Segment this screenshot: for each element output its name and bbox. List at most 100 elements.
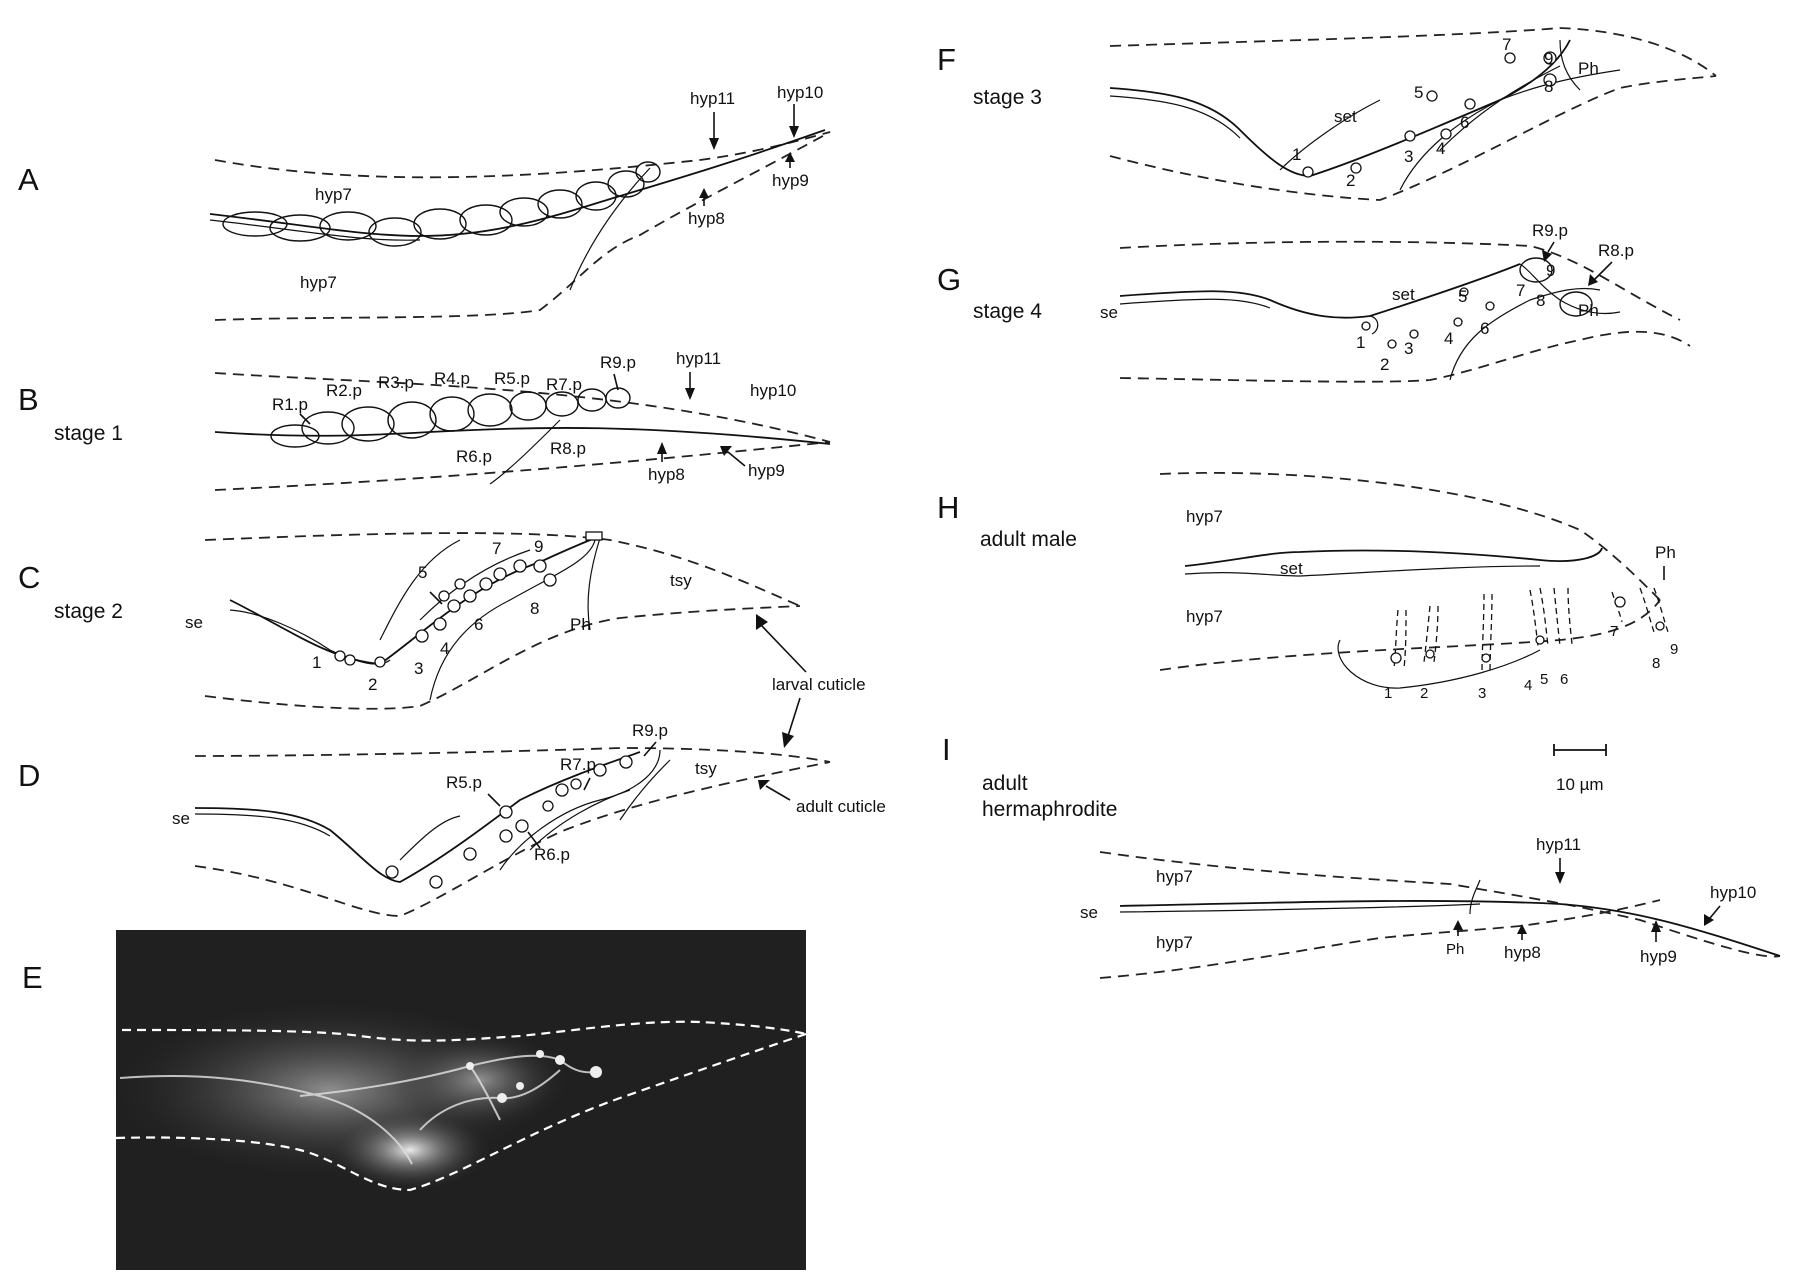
- stage-label-i-line1: adult: [982, 772, 1028, 795]
- panel-letter-a: A: [18, 162, 39, 197]
- number-3-g: 3: [1404, 339, 1413, 358]
- number-8-h: 8: [1652, 655, 1660, 672]
- label-r8p-g: R8.p: [1598, 241, 1634, 260]
- number-1-c: 1: [312, 653, 321, 672]
- label-se-d: se: [172, 809, 190, 828]
- panel-letter-b: B: [18, 382, 39, 417]
- label-ph-g: Ph: [1578, 301, 1599, 320]
- arrows-i: [1453, 858, 1721, 942]
- panel-letter-c: C: [18, 560, 40, 595]
- arrows-a: [699, 104, 799, 206]
- number-5-c: 5: [418, 563, 427, 582]
- label-hyp9-b: hyp9: [748, 461, 785, 480]
- label-r6p-d: R6.p: [534, 845, 570, 864]
- number-5-h: 5: [1540, 671, 1548, 688]
- label-r4p: R4.p: [434, 369, 470, 388]
- label-hyp7-bottom-h: hyp7: [1186, 607, 1223, 626]
- number-2-h: 2: [1420, 685, 1428, 702]
- label-r9p-d: R9.p: [632, 721, 668, 740]
- panel-h: H adult male hyp7 hyp7 set: [937, 472, 1678, 702]
- number-2-f: 2: [1346, 171, 1355, 190]
- number-9-g: 9: [1546, 261, 1555, 280]
- label-ph-i: Ph: [1446, 941, 1464, 958]
- number-6-h: 6: [1560, 671, 1568, 688]
- label-hyp8-b: hyp8: [648, 465, 685, 484]
- arrows-c: [429, 591, 807, 748]
- label-hyp7-bottom-i: hyp7: [1156, 933, 1193, 952]
- number-2-c: 2: [368, 675, 377, 694]
- label-hyp11-i: hyp11: [1536, 835, 1581, 854]
- panel-e: E: [22, 930, 807, 1270]
- number-6-f: 6: [1460, 113, 1469, 132]
- cell-dots-f: [1302, 51, 1557, 178]
- label-tsy-d: tsy: [695, 759, 717, 778]
- label-hyp7-bottom-a: hyp7: [300, 273, 337, 292]
- scale-bar-label: 10 µm: [1556, 775, 1604, 794]
- panel-letter-d: D: [18, 758, 40, 793]
- number-5-f: 5: [1414, 83, 1423, 102]
- label-hyp7-top-h: hyp7: [1186, 507, 1223, 526]
- number-8-c: 8: [530, 599, 539, 618]
- label-ph-c: Ph: [570, 615, 591, 634]
- number-9-h: 9: [1670, 641, 1678, 658]
- number-9-c: 9: [534, 537, 543, 556]
- label-r7p-d: R7.p: [560, 755, 596, 774]
- label-adult-cuticle: adult cuticle: [796, 797, 886, 816]
- label-hyp9-a: hyp9: [772, 171, 809, 190]
- panel-a: A hyp7 hyp7 hyp11 hyp10 hyp9 hyp8: [18, 83, 831, 321]
- panel-d: D se R5.p R7.p R9.p R6.p tsy adult cutic…: [18, 721, 886, 917]
- number-9-f: 9: [1544, 49, 1553, 68]
- label-hyp10-b: hyp10: [750, 381, 796, 400]
- panel-c: C stage 2 se 1 2 3 4 5 6 7 8 9 Ph tsy: [18, 531, 866, 748]
- arrows-d: [487, 741, 791, 849]
- cell-dots-c: [334, 531, 603, 668]
- stage-label-g: stage 4: [973, 300, 1042, 323]
- number-8-f: 8: [1544, 77, 1553, 96]
- label-set-h: set: [1280, 559, 1303, 578]
- number-6-c: 6: [474, 615, 483, 634]
- cell-dots-g: [1361, 287, 1495, 349]
- panel-b: B stage 1 R1.p R2.p R3.p R4.p R5.p R7.p …: [18, 349, 831, 491]
- rays-h: [1393, 587, 1669, 673]
- label-ph-f: Ph: [1578, 59, 1599, 78]
- stage-label-c: stage 2: [54, 600, 123, 623]
- label-tsy-c: tsy: [670, 571, 692, 590]
- label-hyp8-i: hyp8: [1504, 943, 1541, 962]
- number-4-c: 4: [440, 639, 449, 658]
- number-1-g: 1: [1356, 333, 1365, 352]
- label-r5p-d: R5.p: [446, 773, 482, 792]
- cell-dots-d: [385, 755, 633, 889]
- label-se-g: se: [1100, 303, 1118, 322]
- panel-letter-e: E: [22, 960, 43, 995]
- pn-cell-cluster-b: [270, 387, 631, 448]
- stage-label-h: adult male: [980, 528, 1077, 551]
- label-hyp9-i: hyp9: [1640, 947, 1677, 966]
- panel-letter-f: F: [937, 42, 956, 77]
- stage-label-b: stage 1: [54, 422, 123, 445]
- ray-dots-h: [1390, 596, 1665, 664]
- stage-label-f: stage 3: [973, 86, 1042, 109]
- number-7-c: 7: [492, 539, 501, 558]
- label-hyp11-b: hyp11: [676, 349, 721, 368]
- label-hyp8-a: hyp8: [688, 209, 725, 228]
- label-r3p: R3.p: [378, 373, 414, 392]
- number-8-g: 8: [1536, 291, 1545, 310]
- number-7-h: 7: [1610, 623, 1618, 640]
- number-1-h: 1: [1384, 685, 1392, 702]
- label-set-f: set: [1334, 107, 1357, 126]
- label-larval-cuticle: larval cuticle: [772, 675, 866, 694]
- panel-f: F stage 3 1 2 3 4 5 6 7 8 9 set Ph: [937, 27, 1717, 201]
- label-r1p: R1.p: [272, 395, 308, 414]
- arrows-g: [1542, 241, 1613, 286]
- number-4-f: 4: [1436, 139, 1445, 158]
- label-r2p: R2.p: [326, 381, 362, 400]
- label-r9p: R9.p: [600, 353, 636, 372]
- number-3-c: 3: [414, 659, 423, 678]
- stage-label-i-line2: hermaphrodite: [982, 798, 1117, 821]
- scale-bar: 10 µm: [1553, 744, 1607, 794]
- number-4-g: 4: [1444, 329, 1453, 348]
- label-r7p: R7.p: [546, 375, 582, 394]
- pn-cell-cluster-a: [222, 161, 661, 247]
- label-se-i: se: [1080, 903, 1098, 922]
